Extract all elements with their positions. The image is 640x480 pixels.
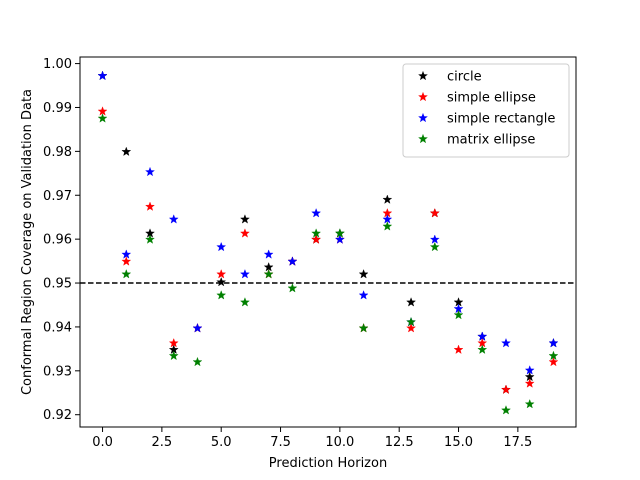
y-axis: 0.92 0.93 0.94 0.95 0.96 0.97 0.98 0.99 1.00	[43, 57, 80, 423]
y-axis-label: Conformal Region Coverage on Validation …	[20, 89, 35, 395]
y-tick-label: 1.00	[43, 57, 72, 72]
x-tick-label: 17.5	[503, 435, 532, 450]
x-axis-label: Prediction Horizon	[269, 456, 387, 471]
legend-label-simple-ellipse: simple ellipse	[447, 91, 536, 106]
data-point-simple-ellipse	[453, 344, 464, 354]
x-tick-label: 10.0	[325, 435, 354, 450]
data-point-simple-rectangle	[240, 269, 250, 279]
data-point-matrix-ellipse	[406, 316, 416, 327]
data-point-circle	[406, 297, 416, 307]
data-point-matrix-ellipse	[192, 356, 203, 367]
data-point-matrix-ellipse	[216, 290, 227, 300]
x-tick-label: 2.5	[152, 435, 173, 450]
data-point-simple-rectangle	[168, 214, 179, 224]
data-point-matrix-ellipse	[168, 350, 179, 361]
data-point-matrix-ellipse	[311, 228, 322, 238]
data-point-matrix-ellipse	[121, 269, 132, 279]
legend-marker-simple-ellipse	[418, 91, 428, 102]
y-tick-label: 0.93	[43, 364, 72, 379]
data-point-simple-ellipse	[501, 384, 511, 394]
data-point-simple-rectangle	[429, 234, 440, 244]
data-point-simple-rectangle	[548, 337, 559, 348]
x-tick-label: 15.0	[444, 435, 473, 450]
data-point-matrix-ellipse	[501, 405, 511, 415]
data-point-matrix-ellipse	[240, 297, 250, 307]
data-point-circle	[382, 194, 393, 204]
data-point-circle	[216, 276, 227, 287]
x-tick-label: 7.5	[270, 435, 291, 450]
data-point-matrix-ellipse	[145, 234, 155, 244]
data-point-simple-rectangle	[334, 234, 345, 244]
data-point-simple-rectangle	[121, 249, 132, 259]
data-point-simple-ellipse	[311, 234, 322, 244]
data-point-simple-rectangle	[477, 331, 488, 341]
y-tick-label: 0.95	[43, 277, 72, 292]
data-point-simple-ellipse	[548, 356, 559, 367]
data-point-simple-ellipse	[406, 323, 416, 333]
legend-label-matrix-ellipse: matrix ellipse	[447, 133, 535, 148]
y-tick-label: 0.92	[43, 408, 72, 423]
data-points	[97, 70, 559, 415]
y-tick-label: 0.96	[43, 233, 72, 248]
data-point-simple-ellipse	[121, 256, 132, 266]
data-point-matrix-ellipse	[477, 344, 488, 354]
data-point-simple-ellipse	[240, 228, 250, 238]
x-tick-label: 0.0	[92, 435, 113, 450]
data-point-simple-ellipse	[145, 201, 155, 211]
data-point-simple-rectangle	[216, 241, 227, 252]
legend-marker-simple-rectangle	[418, 112, 428, 123]
x-axis: 0.0 2.5 5.0 7.5 10.0 12.5 15.0 17.5	[92, 427, 532, 450]
data-point-simple-rectangle	[263, 249, 274, 259]
data-point-simple-rectangle	[287, 256, 298, 266]
plot-frame	[79, 56, 577, 428]
y-tick-label: 0.94	[43, 320, 72, 335]
data-point-matrix-ellipse	[97, 113, 108, 123]
data-point-simple-rectangle	[192, 323, 203, 333]
data-point-simple-rectangle	[97, 70, 108, 81]
legend-frame	[402, 63, 570, 158]
data-point-matrix-ellipse	[287, 283, 298, 293]
data-point-matrix-ellipse	[548, 350, 559, 361]
legend: circle simple ellipse simple rectangle matr…	[402, 63, 570, 158]
y-tick-label: 0.97	[43, 189, 72, 204]
data-point-simple-rectangle	[311, 208, 322, 218]
data-point-matrix-ellipse	[334, 228, 345, 238]
legend-marker-circle	[418, 70, 428, 81]
data-point-circle	[121, 146, 132, 157]
data-point-matrix-ellipse	[429, 241, 440, 252]
data-point-simple-ellipse	[429, 208, 440, 218]
data-point-simple-ellipse	[524, 378, 535, 388]
data-point-matrix-ellipse	[382, 221, 393, 231]
data-point-matrix-ellipse	[263, 269, 274, 279]
data-point-simple-rectangle	[145, 166, 155, 177]
x-tick-label: 5.0	[211, 435, 232, 450]
legend-marker-matrix-ellipse	[418, 133, 428, 144]
data-point-matrix-ellipse	[453, 309, 464, 320]
legend-label-simple-rectangle: simple rectangle	[447, 112, 555, 127]
data-point-circle	[358, 269, 369, 279]
data-point-simple-rectangle	[501, 337, 511, 348]
y-tick-label: 0.99	[43, 101, 72, 116]
data-point-simple-rectangle	[358, 290, 369, 300]
data-point-matrix-ellipse	[358, 323, 369, 333]
data-point-simple-ellipse	[216, 269, 227, 279]
data-point-simple-ellipse	[168, 337, 179, 348]
legend-label-circle: circle	[447, 70, 482, 85]
x-tick-label: 12.5	[385, 435, 414, 450]
y-tick-label: 0.98	[43, 145, 72, 160]
data-point-simple-rectangle	[524, 365, 535, 375]
data-point-circle	[240, 214, 250, 224]
data-point-matrix-ellipse	[524, 398, 535, 409]
